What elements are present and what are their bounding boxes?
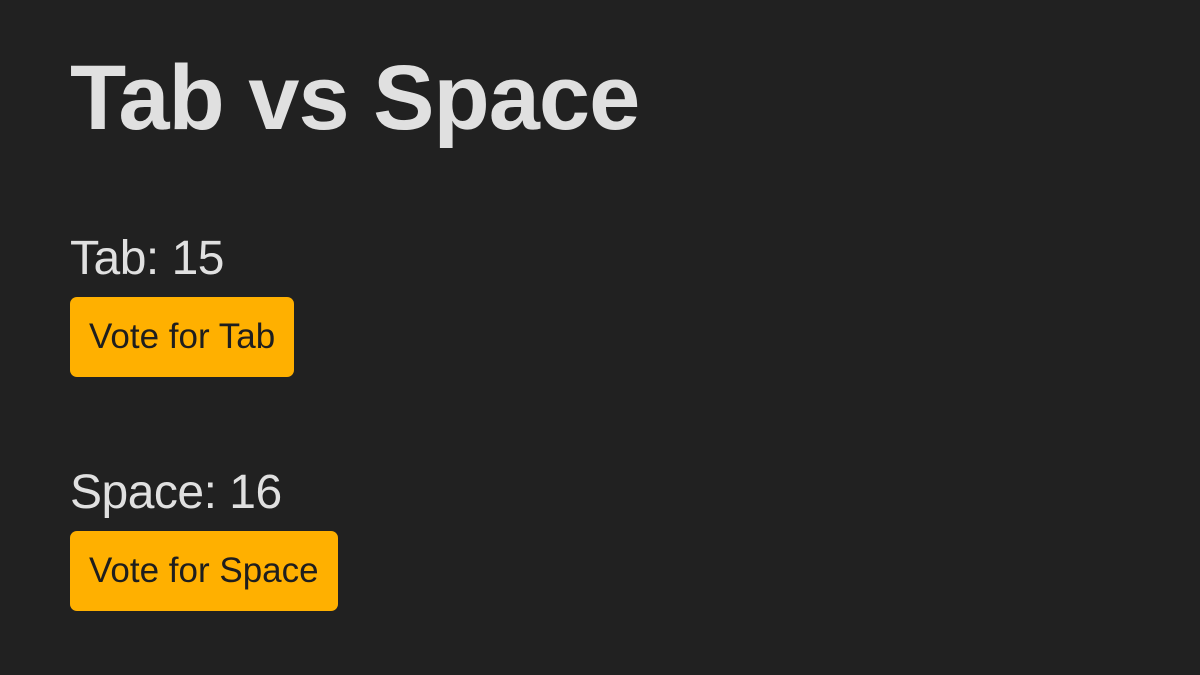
vote-tab-button[interactable]: Vote for Tab xyxy=(70,297,295,377)
option-label-tab: Tab xyxy=(70,232,146,285)
option-label-space: Space xyxy=(70,466,204,519)
poll-option-space: Space: 16 Vote for Space xyxy=(70,464,338,611)
option-separator: : xyxy=(203,466,230,519)
vote-count-space: Space: 16 xyxy=(70,464,338,524)
page-title: Tab vs Space xyxy=(70,47,640,149)
option-separator: : xyxy=(145,232,172,285)
option-count-space: 16 xyxy=(229,466,282,519)
vote-space-button[interactable]: Vote for Space xyxy=(70,531,338,611)
poll-option-tab: Tab: 15 Vote for Tab xyxy=(70,230,295,377)
option-count-tab: 15 xyxy=(171,232,225,285)
vote-count-tab: Tab: 15 xyxy=(70,230,294,290)
